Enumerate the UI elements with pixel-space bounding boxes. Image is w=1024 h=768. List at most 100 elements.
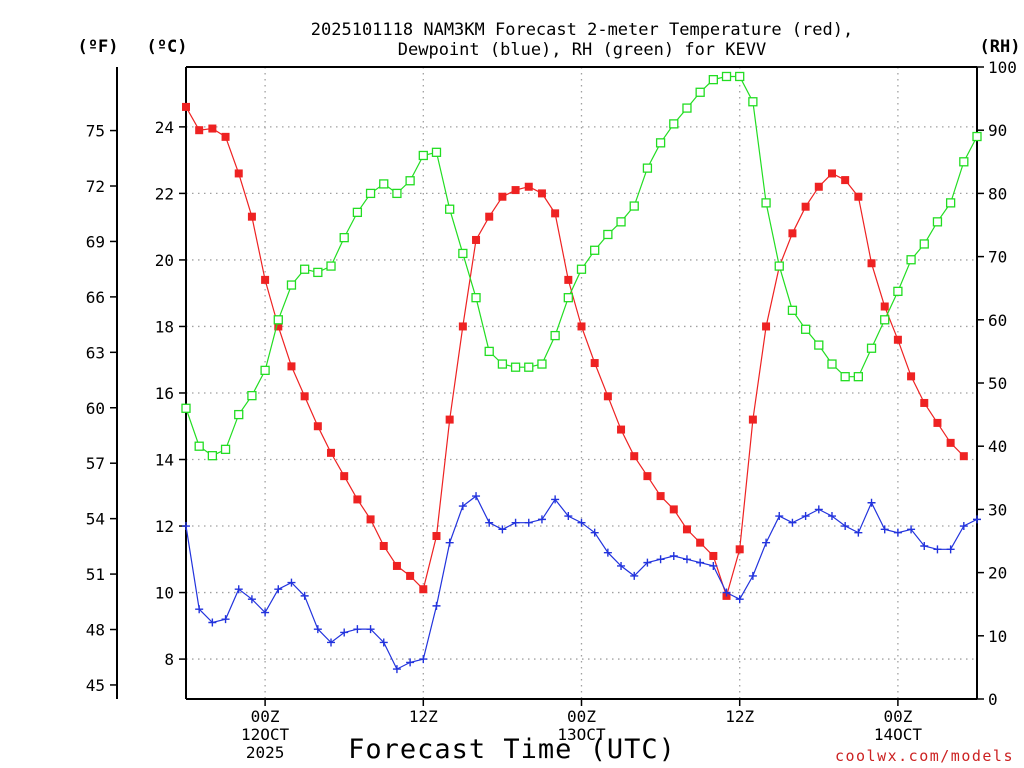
temperature-point bbox=[485, 212, 494, 221]
temperature-point bbox=[234, 169, 243, 178]
fahrenheit-tick-label: 57 bbox=[86, 454, 105, 473]
fahrenheit-tick-label: 51 bbox=[86, 565, 105, 584]
fahrenheit-tick-label: 72 bbox=[86, 177, 105, 196]
temperature-point bbox=[643, 472, 652, 481]
dewpoint-point bbox=[801, 512, 810, 521]
rh-tick-label: 30 bbox=[988, 500, 1007, 519]
temperature-point bbox=[432, 532, 441, 541]
temperature-point bbox=[208, 124, 217, 133]
rh-point bbox=[814, 340, 824, 350]
temperature-point bbox=[603, 392, 612, 401]
x-tick-label: 14OCT bbox=[874, 725, 923, 744]
dewpoint-point bbox=[485, 518, 494, 527]
rh-point bbox=[880, 315, 890, 325]
dewpoint-point bbox=[300, 591, 309, 600]
rh-point bbox=[959, 157, 969, 167]
temperature-point bbox=[630, 452, 639, 461]
dewpoint-point bbox=[682, 555, 691, 564]
dewpoint-point bbox=[735, 595, 744, 604]
dewpoint-point bbox=[854, 528, 863, 537]
rh-point bbox=[682, 103, 692, 113]
credit-text: coolwx.com/models bbox=[835, 747, 1014, 765]
dewpoint-point bbox=[472, 492, 481, 501]
temperature-point bbox=[907, 372, 916, 381]
rh-point bbox=[299, 264, 310, 274]
temperature-point bbox=[788, 229, 797, 238]
dewpoint-point bbox=[234, 585, 243, 594]
rh-point bbox=[932, 217, 943, 227]
fahrenheit-tick-label: 63 bbox=[86, 343, 105, 362]
dewpoint-point bbox=[274, 585, 283, 594]
rh-tick-label: 70 bbox=[988, 248, 1007, 267]
rh-point bbox=[537, 359, 547, 369]
temperature-point bbox=[696, 538, 705, 547]
dewpoint-point bbox=[551, 495, 560, 504]
rh-point bbox=[365, 188, 376, 199]
rh-point bbox=[919, 239, 929, 249]
rh-point bbox=[563, 293, 573, 303]
celsius-unit-label: (ºC) bbox=[147, 37, 188, 57]
rh-point bbox=[326, 261, 336, 271]
dewpoint-point bbox=[722, 588, 731, 597]
rh-point bbox=[708, 74, 718, 85]
dewpoint-point bbox=[564, 512, 573, 521]
temperature-point bbox=[537, 189, 546, 198]
celsius-tick-label: 8 bbox=[164, 650, 174, 669]
dewpoint-point bbox=[841, 522, 850, 531]
temperature-point bbox=[392, 561, 401, 570]
rh-tick-label: 50 bbox=[988, 374, 1007, 393]
dewpoint-point bbox=[907, 525, 916, 534]
rh-point bbox=[827, 359, 837, 369]
dewpoint-point bbox=[392, 665, 401, 674]
rh-point bbox=[945, 198, 956, 208]
dewpoint-point bbox=[537, 515, 546, 524]
x-tick-label: 00Z bbox=[883, 707, 912, 726]
dewpoint-point bbox=[182, 522, 190, 531]
temperature-point bbox=[327, 448, 336, 457]
rh-point bbox=[392, 188, 402, 199]
celsius-tick-label: 14 bbox=[155, 451, 174, 470]
temperature-point bbox=[511, 186, 520, 195]
fahrenheit-tick-label: 45 bbox=[86, 676, 105, 695]
temperature-point bbox=[551, 209, 560, 218]
rh-tick-label: 10 bbox=[988, 627, 1007, 646]
dewpoint-point bbox=[524, 518, 533, 527]
dewpoint-point bbox=[669, 551, 678, 560]
dewpoint-point bbox=[617, 561, 626, 570]
fahrenheit-tick-label: 54 bbox=[86, 510, 105, 529]
temperature-point bbox=[498, 192, 507, 201]
rh-point bbox=[866, 343, 877, 353]
rh-tick-label: 80 bbox=[988, 184, 1007, 203]
temperature-point bbox=[564, 275, 573, 284]
dewpoint-point bbox=[195, 605, 204, 614]
rh-point bbox=[616, 217, 626, 227]
rh-point bbox=[893, 286, 903, 297]
celsius-tick-label: 24 bbox=[155, 118, 174, 137]
temperature-point bbox=[182, 102, 190, 111]
dewpoint-point bbox=[590, 528, 599, 537]
dewpoint-point bbox=[458, 502, 467, 511]
temperature-point bbox=[827, 169, 836, 178]
temperature-point bbox=[458, 322, 467, 331]
dewpoint-point bbox=[788, 518, 797, 527]
temperature-point bbox=[735, 545, 744, 554]
fahrenheit-tick-label: 60 bbox=[86, 399, 105, 418]
dewpoint-point bbox=[946, 545, 955, 554]
rh-tick-label: 60 bbox=[988, 311, 1007, 330]
temperature-point bbox=[406, 571, 415, 580]
fahrenheit-tick-label: 66 bbox=[86, 288, 105, 307]
grid-lines bbox=[186, 67, 977, 699]
rh-point bbox=[207, 451, 218, 461]
dewpoint-point bbox=[603, 548, 612, 557]
rh-point bbox=[906, 255, 916, 265]
rh-tick-label: 40 bbox=[988, 437, 1007, 456]
rh-tick-label: 20 bbox=[988, 564, 1007, 583]
celsius-tick-label: 18 bbox=[155, 317, 174, 336]
celsius-tick-label: 16 bbox=[155, 384, 174, 403]
rh-tick-label: 90 bbox=[988, 121, 1007, 140]
temperature-point bbox=[709, 551, 718, 560]
dewpoint-point bbox=[973, 515, 981, 524]
dewpoint-point bbox=[287, 578, 296, 587]
temperature-point bbox=[590, 359, 599, 368]
dewpoint-point bbox=[419, 655, 428, 664]
